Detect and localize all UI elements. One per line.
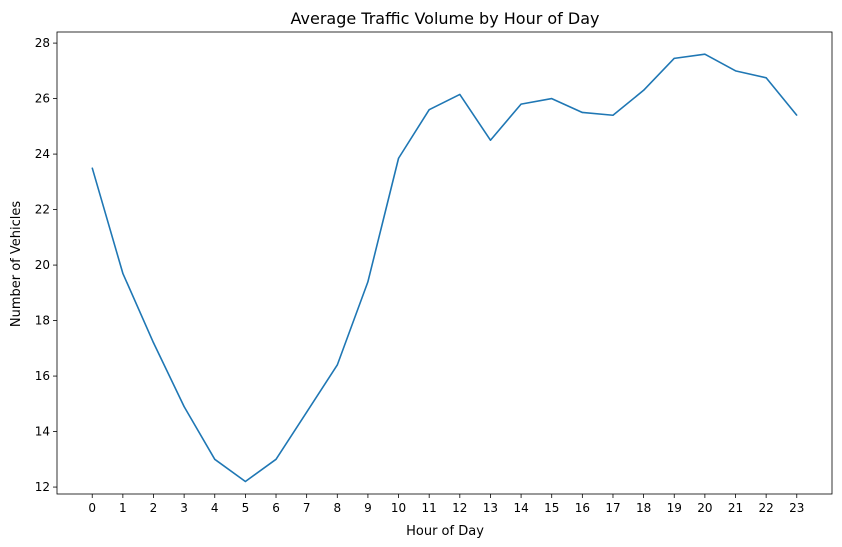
x-tick-label: 11	[422, 501, 437, 515]
x-tick-label: 20	[697, 501, 712, 515]
data-point	[214, 458, 216, 460]
x-axis-label: Hour of Day	[406, 524, 484, 539]
x-tick-label: 4	[211, 501, 219, 515]
data-point	[581, 111, 583, 114]
data-point	[704, 53, 706, 55]
data-point	[673, 57, 675, 59]
x-tick-label: 22	[758, 501, 773, 515]
data-point	[520, 103, 522, 105]
x-tick-label: 23	[789, 501, 804, 515]
y-tick-label: 18	[35, 314, 50, 328]
x-tick-label: 1	[119, 501, 127, 515]
data-point	[91, 167, 93, 169]
x-tick-label: 13	[483, 501, 498, 515]
x-tick-label: 0	[88, 501, 96, 515]
y-tick-label: 26	[35, 92, 50, 106]
data-point	[275, 458, 277, 460]
data-point	[765, 77, 767, 79]
y-tick-label: 22	[35, 203, 50, 217]
data-point	[397, 157, 400, 159]
data-point	[459, 93, 461, 96]
x-tick-label: 5	[242, 501, 250, 515]
x-tick-label: 7	[303, 501, 311, 515]
y-axis-ticks: 12 14 16 18 20 22 24 26 28	[35, 36, 57, 494]
x-tick-label: 18	[636, 501, 651, 515]
data-point	[796, 114, 798, 116]
y-tick-label: 16	[35, 369, 50, 383]
chart-title: Average Traffic Volume by Hour of Day	[291, 9, 600, 28]
data-point	[244, 480, 246, 483]
x-tick-label: 16	[575, 501, 590, 515]
data-point	[306, 411, 308, 413]
data-point	[643, 89, 645, 91]
x-tick-label: 15	[544, 501, 559, 515]
x-tick-label: 14	[513, 501, 528, 515]
x-tick-label: 10	[391, 501, 406, 515]
data-point	[612, 114, 614, 116]
series-line	[91, 53, 798, 483]
series-lines	[91, 53, 798, 483]
data-point	[183, 405, 185, 408]
y-tick-label: 20	[35, 258, 50, 272]
data-point	[489, 139, 492, 141]
data-point	[551, 97, 553, 100]
data-point	[122, 272, 124, 275]
x-axis-ticks: 0 1 2 3 4 5 6 7 8 9 10 11 12 13 14 15 16 17 18 19 20 21 22 23	[88, 494, 804, 515]
y-tick-label: 24	[35, 147, 50, 161]
x-tick-label: 19	[667, 501, 682, 515]
x-tick-label: 9	[364, 501, 372, 515]
y-tick-label: 14	[35, 425, 50, 439]
x-tick-label: 6	[272, 501, 280, 515]
x-tick-label: 3	[180, 501, 188, 515]
x-tick-label: 2	[150, 501, 158, 515]
plot-frame	[56, 31, 833, 495]
data-point	[734, 70, 737, 72]
data-point	[367, 281, 369, 283]
x-tick-label: 21	[728, 501, 743, 515]
x-tick-label: 12	[452, 501, 467, 515]
y-tick-label: 28	[35, 36, 50, 50]
y-axis-label: Number of Vehicles	[9, 201, 24, 328]
data-point	[428, 109, 430, 111]
plot-area: 0 1 2 3 4 5 6 7 8 9 10 11 12 13 14 15 16 17 18 19 20 21 22 23 1…	[35, 31, 833, 515]
data-point	[336, 364, 338, 366]
y-tick-label: 12	[35, 480, 50, 494]
data-point	[152, 342, 155, 344]
x-tick-label: 17	[605, 501, 620, 515]
x-tick-label: 8	[333, 501, 341, 515]
